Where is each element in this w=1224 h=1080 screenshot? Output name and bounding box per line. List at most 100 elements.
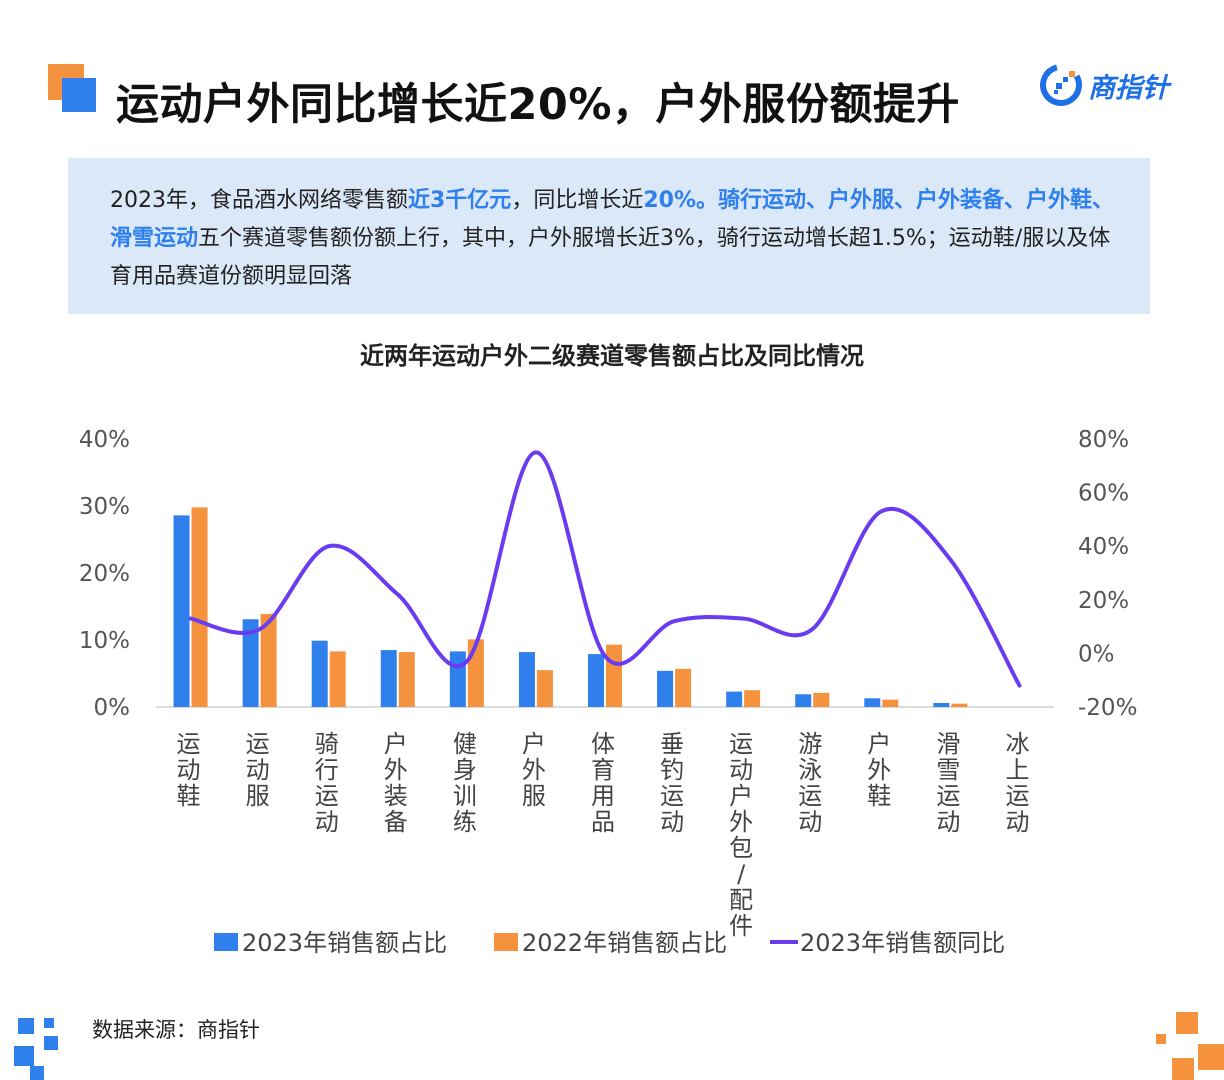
category-label-char: 运 — [936, 782, 960, 810]
footer-decoration-left-4 — [14, 1046, 34, 1066]
category-label-char: 动 — [246, 756, 270, 784]
bar-2022 — [951, 703, 968, 707]
legend-label: 2023年销售额占比 — [242, 929, 447, 957]
bar-2023 — [311, 640, 328, 707]
series-line-2023-yoy — [188, 450, 1022, 688]
page-title: 运动户外同比增长近20%，户外服份额提升 — [116, 80, 960, 130]
category-label-char: 滑 — [936, 730, 960, 758]
left-axis-tick-label: 0% — [94, 695, 131, 721]
category-label-char: 用 — [591, 782, 615, 810]
category-label-char: 外 — [867, 756, 891, 784]
category-label-char: 身 — [453, 756, 477, 784]
left-axis-tick-label: 40% — [79, 427, 130, 453]
summary-highlight: 近3千亿元 — [408, 188, 512, 213]
category-label-char: 外 — [384, 756, 408, 784]
category-label-char: 动 — [1005, 808, 1029, 836]
category-label-char: 运 — [315, 782, 339, 810]
category-label-char: 雪 — [936, 756, 960, 784]
logo-text: 商指针 — [1088, 72, 1169, 104]
category-label-char: 户 — [384, 730, 408, 758]
right-axis-tick-label: 20% — [1078, 588, 1129, 614]
bar-2022 — [606, 644, 622, 707]
data-source: 数据来源：商指针 — [92, 1018, 260, 1042]
footer-decoration-right-1 — [1176, 1012, 1198, 1034]
bar-2022 — [675, 668, 692, 707]
bar-2022 — [191, 507, 208, 707]
category-label-char: 服 — [246, 782, 270, 810]
category-label-char: 外 — [729, 808, 753, 836]
bar-2023 — [933, 702, 950, 707]
legend-label: 2022年销售额占比 — [522, 929, 727, 957]
category-label-char: 品 — [591, 808, 615, 836]
category-label-char: 动 — [936, 808, 960, 836]
category-label-char: 训 — [453, 782, 477, 810]
category-label-char: 备 — [384, 808, 408, 836]
category-label-char: 户 — [867, 730, 891, 758]
chart-title: 近两年运动户外二级赛道零售额占比及同比情况 — [360, 342, 864, 370]
category-label-char: 泳 — [798, 756, 822, 784]
category-label-char: 动 — [315, 808, 339, 836]
title-decoration-blue — [62, 78, 96, 112]
category-label-char: 配 — [729, 886, 753, 914]
category-label-char: 钓 — [660, 756, 684, 784]
category-label-char: 动 — [729, 756, 753, 784]
compass-logo-icon — [1040, 64, 1082, 106]
category-label-char: 装 — [384, 782, 408, 810]
brand-logo: 商指针 — [1038, 62, 1169, 108]
right-axis-tick-label: 60% — [1078, 481, 1129, 507]
category-label-char: 包 — [729, 834, 753, 862]
bar-2023 — [518, 652, 535, 707]
category-label-char: 骑 — [315, 730, 339, 758]
bar-2023 — [588, 654, 604, 707]
category-label-char: 游 — [798, 730, 822, 758]
summary-text: 五个赛道零售额份额上行，其中，户外服增长近3%，骑行运动增长超1.5%；运动鞋/… — [110, 226, 1111, 289]
bar-2022 — [536, 670, 553, 707]
bar-2023 — [173, 515, 190, 707]
category-label-char: 练 — [453, 808, 477, 836]
category-label-char: 体 — [591, 730, 615, 758]
bar-2022 — [744, 690, 761, 707]
bar-2022 — [813, 692, 830, 707]
category-label-char: 行 — [315, 756, 339, 784]
category-label-char: 动 — [660, 808, 684, 836]
right-axis-tick-label: 40% — [1078, 534, 1129, 560]
category-label-char: 冰 — [1005, 730, 1029, 758]
bar-2022 — [882, 699, 899, 707]
bar-2023 — [864, 698, 881, 707]
footer-decoration-left-3 — [44, 1036, 58, 1050]
category-label-char: 运 — [729, 730, 753, 758]
category-label-char: 运 — [660, 782, 684, 810]
bar-2023 — [242, 619, 259, 707]
left-axis-tick-label: 30% — [79, 494, 130, 520]
legend-label: 2023年销售额同比 — [800, 929, 1005, 957]
footer-decoration-left-2 — [44, 1018, 54, 1028]
category-label-char: 鞋 — [177, 782, 201, 810]
bar-2023 — [795, 694, 812, 707]
summary-text: ，同比增长近 — [511, 188, 644, 213]
legend-swatch — [494, 933, 518, 951]
footer-decoration-right-3 — [1198, 1044, 1224, 1070]
bar-2022 — [260, 613, 277, 707]
footer-decoration-right-4 — [1172, 1058, 1194, 1080]
summary-text: 2023年，食品酒水网络零售额 — [110, 188, 408, 213]
category-label-char: 服 — [522, 782, 546, 810]
right-axis-tick-label: 80% — [1078, 427, 1129, 453]
summary-box: 2023年，食品酒水网络零售额近3千亿元，同比增长近20%。骑行运动、户外服、户… — [68, 158, 1150, 314]
category-label-char: 运 — [1005, 782, 1029, 810]
left-axis-tick-label: 20% — [79, 561, 130, 587]
bar-2023 — [657, 670, 674, 707]
footer-decoration-left-1 — [18, 1018, 34, 1034]
category-label-char: 垂 — [660, 730, 684, 758]
bar-2022 — [398, 652, 415, 707]
category-label-char: 运 — [246, 730, 270, 758]
bar-2022 — [329, 651, 346, 707]
right-axis-tick-label: -20% — [1078, 695, 1137, 721]
category-label-char: 健 — [453, 730, 477, 758]
category-label-char: 上 — [1005, 756, 1029, 784]
category-label-char: 运 — [798, 782, 822, 810]
category-label-char: 育 — [591, 756, 615, 784]
footer-decoration-right-2 — [1156, 1034, 1166, 1044]
category-label-char: 户 — [729, 782, 753, 810]
bar-2023 — [449, 651, 466, 707]
summary-highlight: 20%。骑行运动、户外服、户外装备、户外鞋、滑雪运动 — [110, 188, 1114, 251]
